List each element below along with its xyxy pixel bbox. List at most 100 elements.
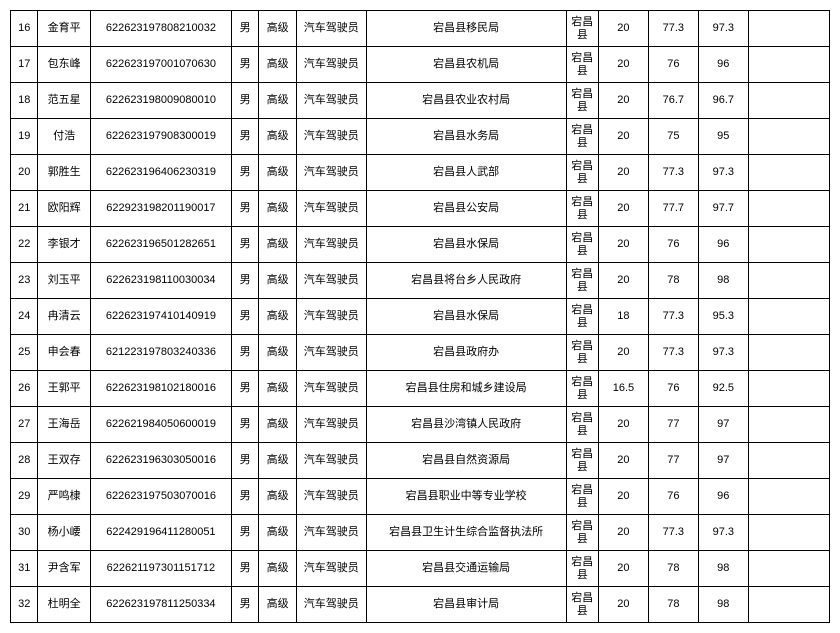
county-cell: 宕昌县 [566,119,598,155]
level-cell: 高级 [259,515,296,551]
score3-cell: 97 [698,443,748,479]
sex-cell: 男 [231,407,258,443]
sex-cell: 男 [231,479,258,515]
score2-cell: 77.3 [648,11,698,47]
id-cell: 622623198102180016 [90,371,231,407]
level-cell: 高级 [259,371,296,407]
blank-cell [748,587,829,623]
name-cell: 王郭平 [38,371,90,407]
idx-cell: 26 [11,371,38,407]
id-cell: 622623196501282651 [90,227,231,263]
level-cell: 高级 [259,479,296,515]
score3-cell: 97 [698,407,748,443]
idx-cell: 31 [11,551,38,587]
score1-cell: 20 [598,47,648,83]
sex-cell: 男 [231,299,258,335]
sex-cell: 男 [231,335,258,371]
sex-cell: 男 [231,155,258,191]
id-cell: 622623198009080010 [90,83,231,119]
unit-cell: 宕昌县职业中等专业学校 [366,479,566,515]
county-cell: 宕昌县 [566,551,598,587]
county-cell: 宕昌县 [566,371,598,407]
score1-cell: 20 [598,587,648,623]
job-cell: 汽车驾驶员 [296,11,366,47]
score1-cell: 16.5 [598,371,648,407]
score2-cell: 78 [648,587,698,623]
sex-cell: 男 [231,227,258,263]
table-row: 32杜明全622623197811250334男高级汽车驾驶员宕昌县审计局宕昌县… [11,587,830,623]
level-cell: 高级 [259,263,296,299]
blank-cell [748,11,829,47]
score2-cell: 77.3 [648,155,698,191]
name-cell: 范五星 [38,83,90,119]
score3-cell: 95 [698,119,748,155]
idx-cell: 18 [11,83,38,119]
unit-cell: 宕昌县交通运输局 [366,551,566,587]
score3-cell: 97.3 [698,515,748,551]
level-cell: 高级 [259,83,296,119]
county-cell: 宕昌县 [566,47,598,83]
score2-cell: 77.7 [648,191,698,227]
name-cell: 金育平 [38,11,90,47]
score3-cell: 96 [698,47,748,83]
blank-cell [748,371,829,407]
id-cell: 622623198110030034 [90,263,231,299]
county-cell: 宕昌县 [566,335,598,371]
name-cell: 刘玉平 [38,263,90,299]
level-cell: 高级 [259,407,296,443]
level-cell: 高级 [259,227,296,263]
sex-cell: 男 [231,47,258,83]
job-cell: 汽车驾驶员 [296,407,366,443]
sex-cell: 男 [231,119,258,155]
blank-cell [748,479,829,515]
unit-cell: 宕昌县水保局 [366,299,566,335]
job-cell: 汽车驾驶员 [296,335,366,371]
blank-cell [748,227,829,263]
id-cell: 622621984050600019 [90,407,231,443]
idx-cell: 19 [11,119,38,155]
name-cell: 杜明全 [38,587,90,623]
table-row: 16金育平622623197808210032男高级汽车驾驶员宕昌县移民局宕昌县… [11,11,830,47]
blank-cell [748,443,829,479]
idx-cell: 20 [11,155,38,191]
score1-cell: 18 [598,299,648,335]
county-cell: 宕昌县 [566,407,598,443]
id-cell: 622623196303050016 [90,443,231,479]
name-cell: 李银才 [38,227,90,263]
job-cell: 汽车驾驶员 [296,83,366,119]
score2-cell: 76 [648,479,698,515]
unit-cell: 宕昌县住房和城乡建设局 [366,371,566,407]
idx-cell: 21 [11,191,38,227]
table-row: 22李银才622623196501282651男高级汽车驾驶员宕昌县水保局宕昌县… [11,227,830,263]
score3-cell: 97.3 [698,155,748,191]
blank-cell [748,515,829,551]
job-cell: 汽车驾驶员 [296,479,366,515]
score1-cell: 20 [598,551,648,587]
id-cell: 622621197301151712 [90,551,231,587]
table-row: 20郭胜生622623196406230319男高级汽车驾驶员宕昌县人武部宕昌县… [11,155,830,191]
score2-cell: 77.3 [648,299,698,335]
score3-cell: 96 [698,479,748,515]
idx-cell: 30 [11,515,38,551]
idx-cell: 16 [11,11,38,47]
county-cell: 宕昌县 [566,263,598,299]
blank-cell [748,119,829,155]
county-cell: 宕昌县 [566,587,598,623]
score3-cell: 96 [698,227,748,263]
table-row: 29严鸣棣622623197503070016男高级汽车驾驶员宕昌县职业中等专业… [11,479,830,515]
job-cell: 汽车驾驶员 [296,551,366,587]
blank-cell [748,83,829,119]
level-cell: 高级 [259,551,296,587]
score2-cell: 78 [648,263,698,299]
score1-cell: 20 [598,443,648,479]
level-cell: 高级 [259,119,296,155]
job-cell: 汽车驾驶员 [296,299,366,335]
level-cell: 高级 [259,155,296,191]
id-cell: 622623197503070016 [90,479,231,515]
score2-cell: 76.7 [648,83,698,119]
name-cell: 包东峰 [38,47,90,83]
name-cell: 王双存 [38,443,90,479]
blank-cell [748,407,829,443]
county-cell: 宕昌县 [566,515,598,551]
job-cell: 汽车驾驶员 [296,587,366,623]
